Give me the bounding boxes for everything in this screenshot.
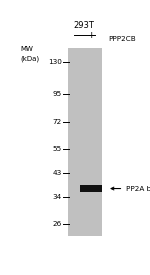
Text: 34: 34 [52,194,62,200]
Text: 55: 55 [52,146,62,152]
Text: 293T: 293T [74,21,95,30]
Text: 43: 43 [52,170,62,177]
Text: 95: 95 [52,91,62,97]
Text: MW: MW [20,46,33,52]
Text: +: + [88,31,95,40]
Text: –: – [75,31,80,40]
Bar [80,185,102,192]
Bar [68,48,102,236]
Text: PP2A beta: PP2A beta [126,186,150,192]
Text: PPP2CB: PPP2CB [108,36,136,42]
Text: (kDa): (kDa) [20,55,39,62]
Text: 72: 72 [52,119,62,125]
Text: 130: 130 [48,59,62,65]
Text: 26: 26 [52,221,62,227]
